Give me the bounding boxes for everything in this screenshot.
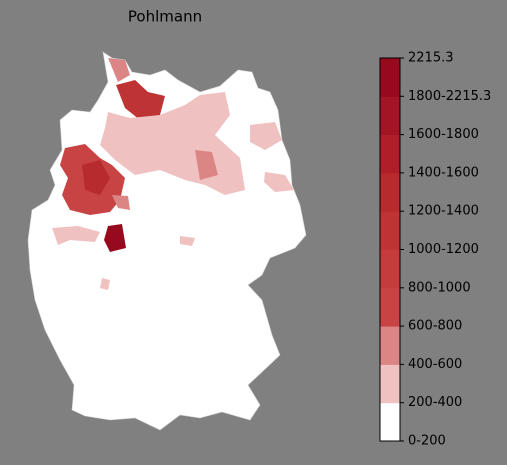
colorbar-label: 0-200 bbox=[408, 434, 446, 449]
germany-map bbox=[27, 51, 307, 431]
mid-region bbox=[195, 150, 218, 180]
low-region bbox=[250, 122, 282, 150]
colorbar-band bbox=[380, 287, 400, 327]
low-region bbox=[180, 236, 195, 246]
colorbar-label: 600-800 bbox=[408, 319, 462, 334]
colorbar-band bbox=[380, 402, 400, 442]
colorbar-band bbox=[380, 58, 400, 97]
colorbar-label: 200-400 bbox=[408, 395, 462, 410]
colorbar-band bbox=[380, 96, 400, 136]
colorbar-band bbox=[380, 249, 400, 289]
high-region bbox=[116, 80, 165, 120]
colorbar-label: 1800-2215.3 bbox=[408, 89, 491, 104]
colorbar-label: 1400-1600 bbox=[408, 165, 479, 180]
country-outline bbox=[27, 51, 307, 431]
mid-region bbox=[108, 58, 130, 82]
low-region bbox=[264, 172, 294, 192]
colorbar-label: 2215.3 bbox=[408, 51, 454, 66]
map-title: Pohlmann bbox=[128, 8, 202, 26]
colorbar-band bbox=[380, 172, 400, 212]
low-region bbox=[100, 278, 110, 290]
low-region bbox=[52, 226, 100, 245]
colorbar-label: 800-1000 bbox=[408, 280, 471, 295]
colorbar-label: 1000-1200 bbox=[408, 242, 479, 257]
colorbar-label: 1200-1400 bbox=[408, 204, 479, 219]
colorbar-band bbox=[380, 326, 400, 365]
colorbar-label: 400-600 bbox=[408, 357, 462, 372]
high-region bbox=[82, 160, 110, 195]
max-region bbox=[104, 224, 126, 252]
colorbar-band bbox=[380, 364, 400, 404]
mid-region bbox=[112, 195, 130, 210]
colorbar-band bbox=[380, 211, 400, 250]
colorbar-label: 1600-1800 bbox=[408, 127, 479, 142]
colorbar-band bbox=[380, 134, 400, 174]
colorbar: 0-200 200-400 400-600 600-800 800-1000 1000-1… bbox=[379, 51, 491, 449]
